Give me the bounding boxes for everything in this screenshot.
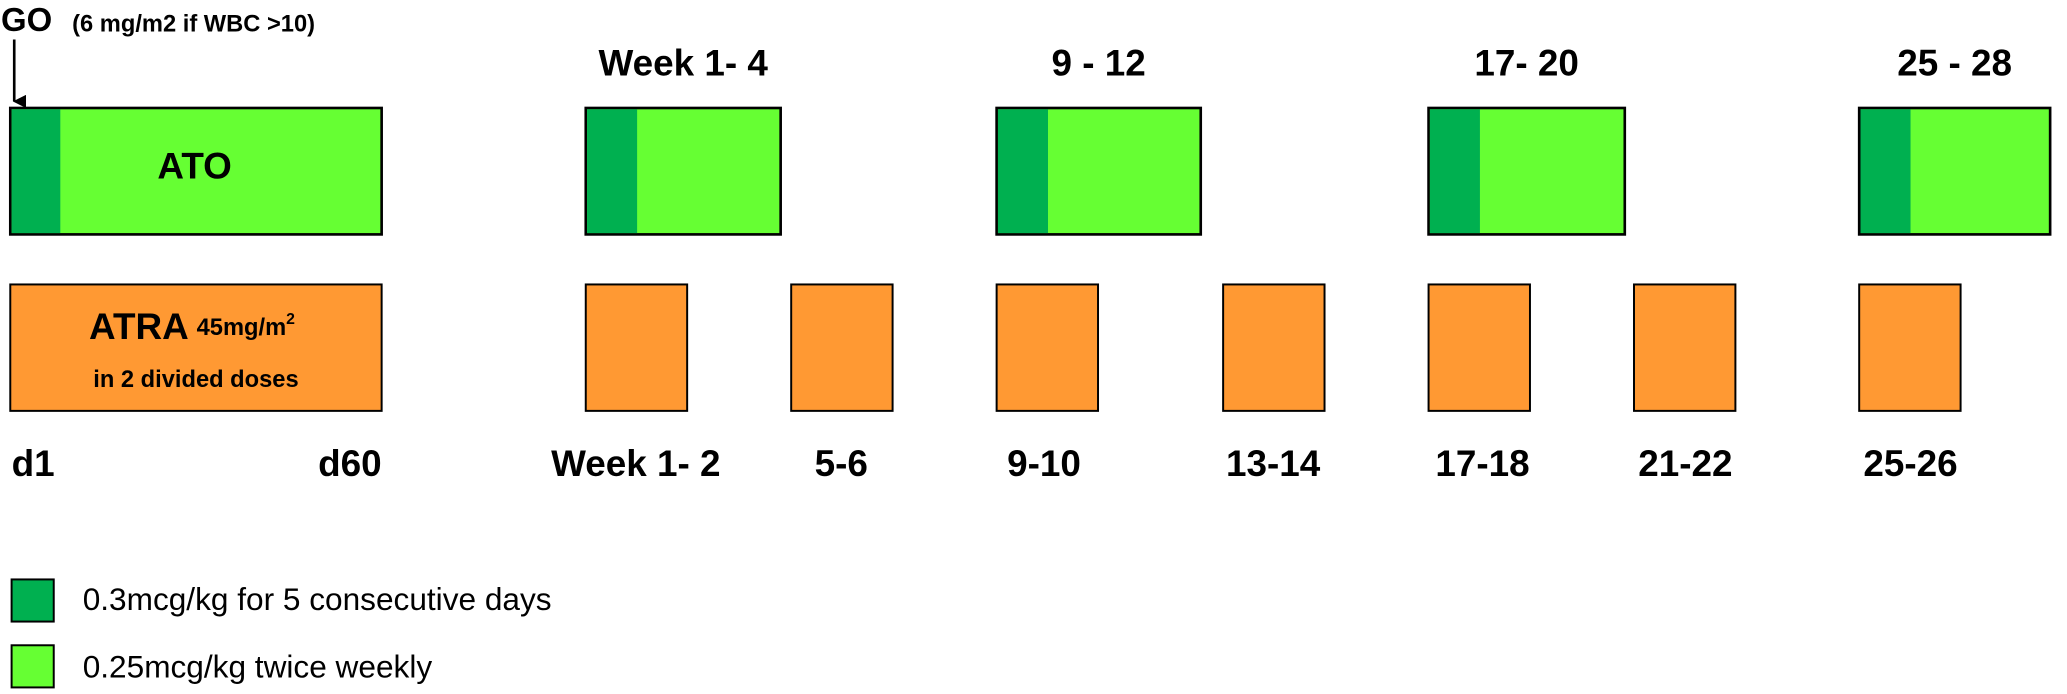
atra-box bbox=[995, 283, 1100, 412]
ato-induction bbox=[587, 109, 638, 234]
atra-box bbox=[9, 283, 383, 412]
time-label: 9-10 bbox=[1007, 443, 1081, 484]
ato-induction bbox=[1860, 109, 1911, 234]
legend-swatch bbox=[10, 644, 55, 689]
week-label: Week 1- 4 bbox=[599, 43, 769, 84]
ato-label: ATO bbox=[157, 145, 231, 186]
time-label: 25-26 bbox=[1863, 443, 1957, 484]
atra-box bbox=[1633, 283, 1737, 412]
ato-induction bbox=[1429, 109, 1480, 234]
time-label: Week 1- 2 bbox=[551, 443, 720, 484]
atra-box bbox=[1222, 283, 1326, 412]
atra-box bbox=[790, 283, 894, 412]
ato-box bbox=[8, 106, 383, 236]
week-label: 17- 20 bbox=[1474, 43, 1579, 84]
legend-text: 0.25mcg/kg twice weekly bbox=[83, 648, 433, 684]
legend-swatch bbox=[10, 578, 55, 623]
atra-dose-sup: 2 bbox=[286, 311, 295, 328]
time-label: 17-18 bbox=[1435, 443, 1529, 484]
legend-text: 0.3mcg/kg for 5 consecutive days bbox=[83, 581, 552, 617]
time-label: d1 bbox=[12, 443, 55, 484]
atra-label: ATRA bbox=[89, 306, 189, 347]
time-label: 5-6 bbox=[815, 443, 868, 484]
time-label: d60 bbox=[318, 443, 382, 484]
atra-box bbox=[584, 283, 689, 412]
go-note: (6 mg/m2 if WBC >10) bbox=[72, 11, 315, 37]
atra-detail: in 2 divided doses bbox=[93, 367, 298, 393]
go-label: GO bbox=[1, 1, 52, 38]
atra-text: ATRA 45mg/m2 bbox=[89, 306, 295, 347]
ato-induction bbox=[997, 109, 1048, 234]
atra-box bbox=[1858, 283, 1962, 412]
week-label: 25 - 28 bbox=[1897, 43, 2012, 84]
atra-box bbox=[1427, 283, 1531, 412]
time-label: 21-22 bbox=[1638, 443, 1732, 484]
atra-dose: 45mg/m bbox=[197, 315, 287, 341]
time-label: 13-14 bbox=[1226, 443, 1321, 484]
ato-induction bbox=[11, 109, 61, 234]
week-label: 9 - 12 bbox=[1052, 43, 1146, 84]
